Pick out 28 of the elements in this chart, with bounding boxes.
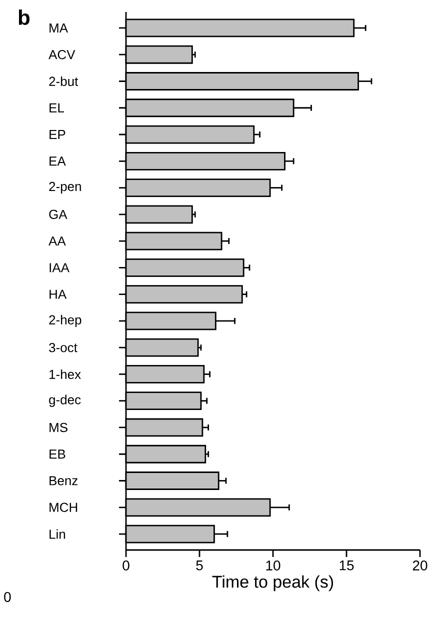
y-tick-label: 2-but	[49, 76, 78, 86]
y-tick-label: MCH	[50, 502, 78, 512]
y-tick-label: g-dec	[49, 394, 81, 407]
y-tick-label: EB	[50, 450, 66, 459]
y-tick-label: 2-hep	[49, 314, 82, 328]
y-tick-label: MS	[50, 422, 68, 432]
x-tick-label: 10	[266, 560, 280, 570]
x-axis-title: Time to peak (s)	[212, 575, 334, 592]
y-tick-label: EL	[50, 103, 64, 112]
y-tick-label: Benz	[50, 476, 78, 486]
y-tick-label: HA	[50, 290, 67, 299]
y-tick-label: AA	[48, 236, 66, 246]
y-tick-label: 2-pen	[49, 182, 81, 194]
y-tick-label: 1-hex	[50, 369, 81, 379]
x-tick-label: 5	[196, 560, 203, 570]
y-tick-label: IAA	[50, 263, 70, 272]
y-tick-label: ACV	[48, 50, 76, 60]
y-tick-label: EA	[50, 156, 66, 166]
x-tick-label: 15	[340, 560, 354, 570]
y-tick-label: Lin	[50, 529, 66, 539]
y-tick-label: GA	[49, 210, 68, 220]
y-tick-label: MA	[50, 24, 68, 32]
y-tick-label: EP	[50, 130, 66, 139]
x-tick-label: 20	[412, 560, 428, 570]
text: 0	[4, 592, 11, 602]
y-tick-label: 3-oct	[49, 342, 78, 352]
chart-title: b	[18, 10, 30, 25]
x-tick-label: 0	[122, 560, 130, 570]
